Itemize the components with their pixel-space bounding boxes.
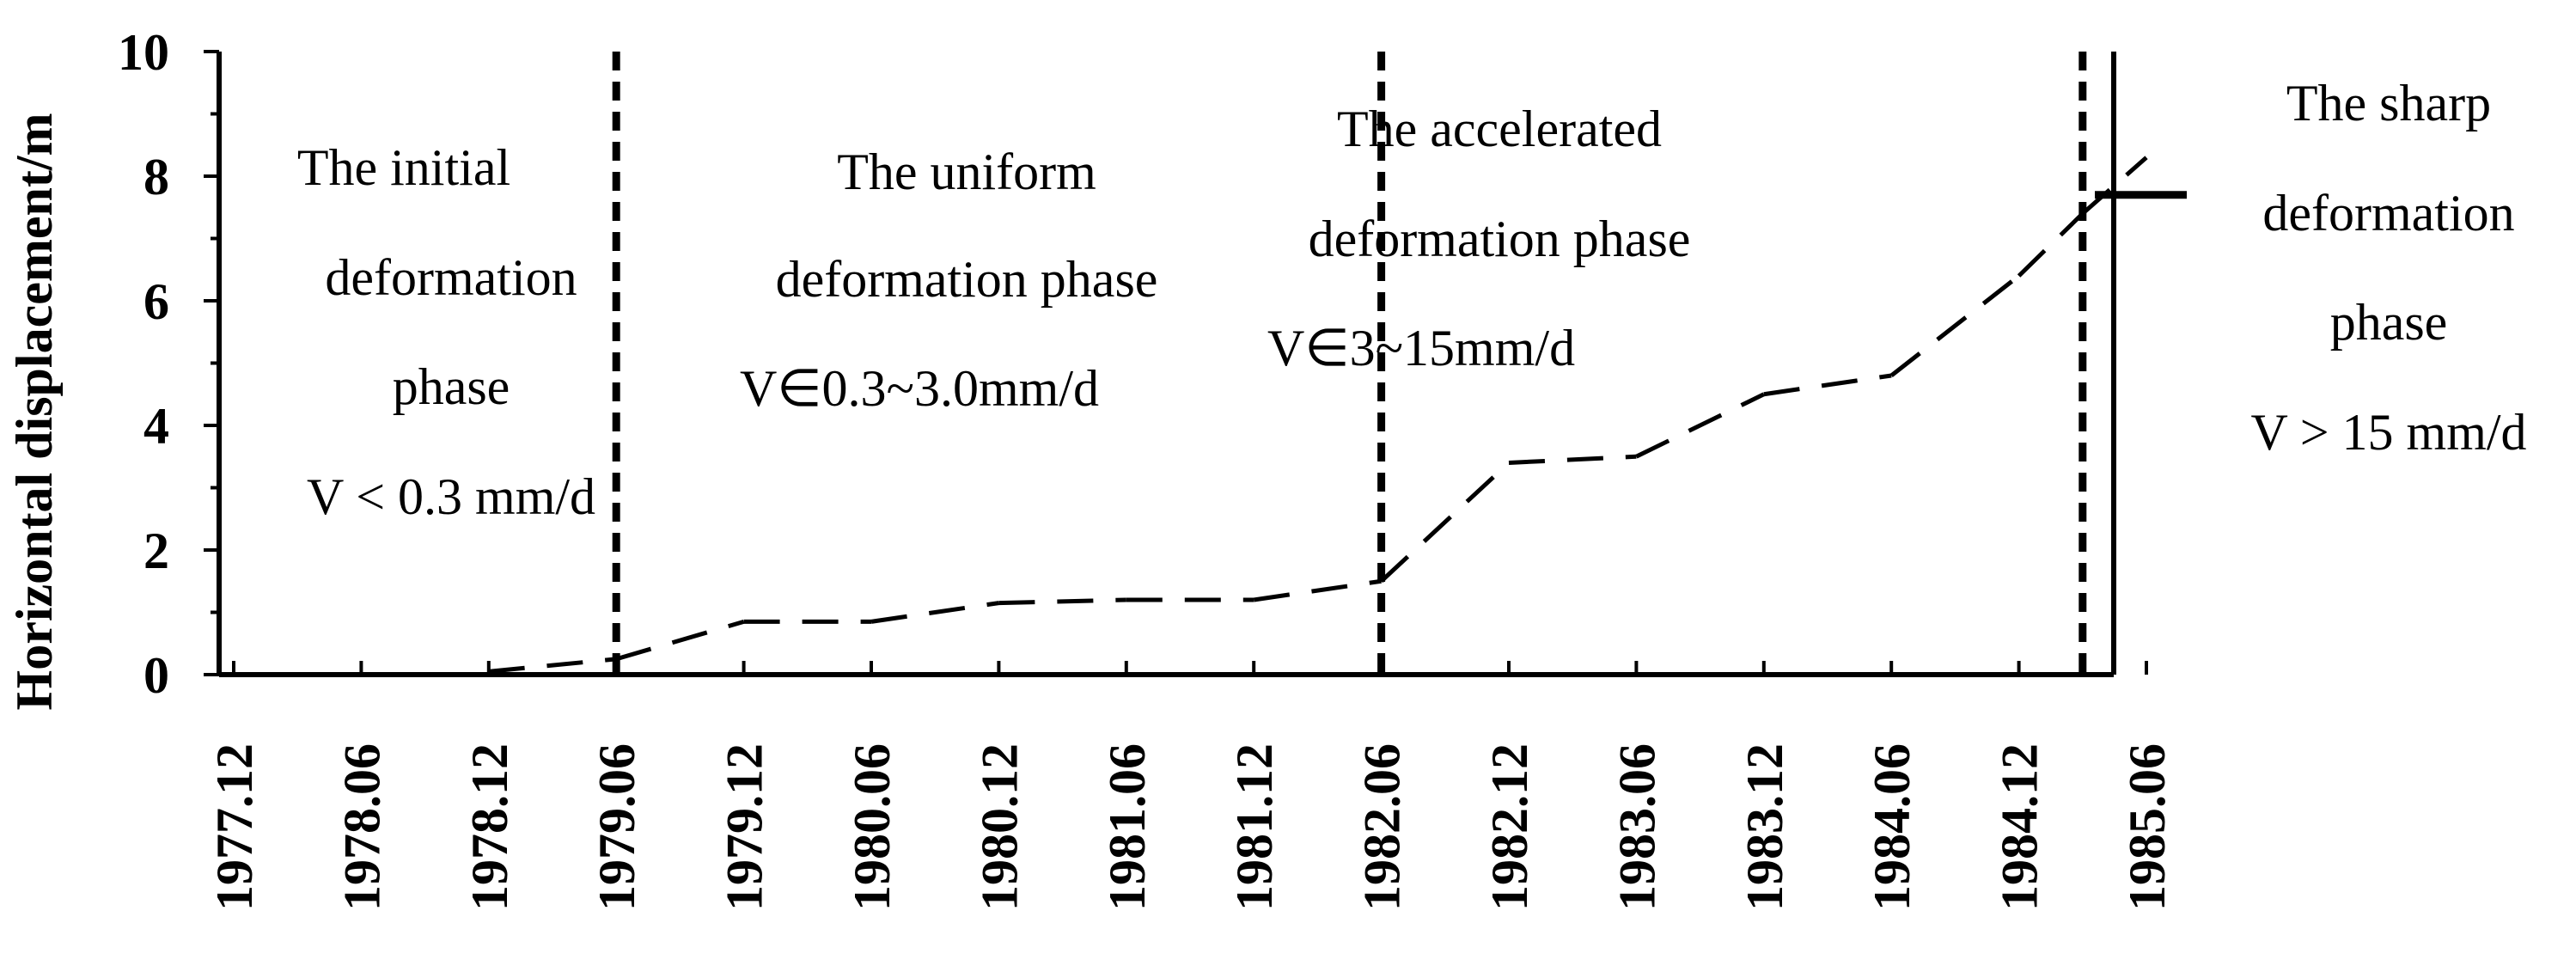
x-tick-label: 1983.12 <box>1737 743 1793 911</box>
series-segment <box>1379 461 1511 584</box>
phase-annotation-line: deformation <box>2262 185 2514 241</box>
x-tick-label: 1979.12 <box>717 743 773 911</box>
phase-annotation-line: V < 0.3 mm/d <box>307 468 595 525</box>
series-segment <box>998 597 1126 606</box>
series-segment <box>488 657 617 674</box>
y-tick-label: 4 <box>143 398 169 455</box>
series-segment <box>1635 392 1765 459</box>
x-axis-ticks: 1977.12 1978.06 1978.12 1979.06 1979.12 1980.… <box>206 661 2176 911</box>
y-tick-label: 6 <box>143 273 169 330</box>
phase-annotation-line: phase <box>2330 294 2448 351</box>
phase-annotation-line: deformation <box>325 249 577 306</box>
series-segment <box>615 619 745 662</box>
phase-dividers <box>612 52 2087 675</box>
phase-annotation: The uniform deformation phase V∈0.3~3.0mm/… <box>740 144 1157 417</box>
series-segment <box>1763 373 1892 397</box>
phase-annotation: The sharp deformation phase V > 15 mm/d <box>2250 75 2526 461</box>
phase-annotation: The initial deformation phase V < 0.3 mm/d <box>297 139 595 525</box>
phase-annotation-line: deformation phase <box>776 251 1158 308</box>
x-tick-label: 1982.06 <box>1354 743 1411 911</box>
series-segment <box>1253 578 1382 602</box>
y-axis-ticks: 0 2 4 6 8 10 <box>118 24 219 704</box>
phase-annotation-line: phase <box>393 358 510 415</box>
x-tick-label: 1981.06 <box>1099 743 1156 911</box>
phase-annotation-line: V∈3~15mm/d <box>1267 320 1575 376</box>
phase-annotation-line: The accelerated <box>1337 101 1662 157</box>
x-tick-label: 1981.12 <box>1226 743 1283 911</box>
x-tick-label: 1983.06 <box>1608 743 1665 911</box>
y-axis-label: Horizontal displacement/m <box>6 113 63 711</box>
x-tick-label: 1978.06 <box>333 743 390 911</box>
phase-annotation-line: The initial <box>297 139 510 196</box>
series-segment <box>2017 211 2085 278</box>
y-tick-label: 10 <box>118 24 169 81</box>
x-tick-label: 1984.12 <box>1992 743 2048 911</box>
x-tick-label: 1978.12 <box>461 743 518 911</box>
phase-annotation-line: The sharp <box>2286 75 2491 131</box>
x-tick-label: 1982.12 <box>1481 743 1538 911</box>
phase-annotation: The accelerated deformation phase V∈3~15mm… <box>1267 101 1690 376</box>
x-tick-label: 1980.06 <box>844 743 900 911</box>
y-tick-label: 2 <box>143 523 169 579</box>
y-tick-label: 0 <box>143 647 169 704</box>
x-tick-label: 1980.12 <box>971 743 1028 911</box>
phase-annotation-line: The uniform <box>837 144 1096 200</box>
x-tick-label: 1979.06 <box>589 743 645 911</box>
x-tick-label: 1977.12 <box>206 743 263 911</box>
phase-annotation-line: V > 15 mm/d <box>2250 404 2526 461</box>
series-segment <box>1508 454 1637 465</box>
series-segment <box>2081 156 2148 216</box>
series-segment <box>870 601 999 624</box>
y-tick-label: 8 <box>143 149 169 205</box>
phase-annotation-line: V∈0.3~3.0mm/d <box>740 360 1099 417</box>
x-tick-label: 1985.06 <box>2119 743 2176 911</box>
x-tick-label: 1984.06 <box>1864 743 1920 911</box>
data-series <box>488 156 2187 674</box>
phase-annotation-line: deformation phase <box>1309 211 1691 267</box>
series-segment <box>1889 274 2021 377</box>
